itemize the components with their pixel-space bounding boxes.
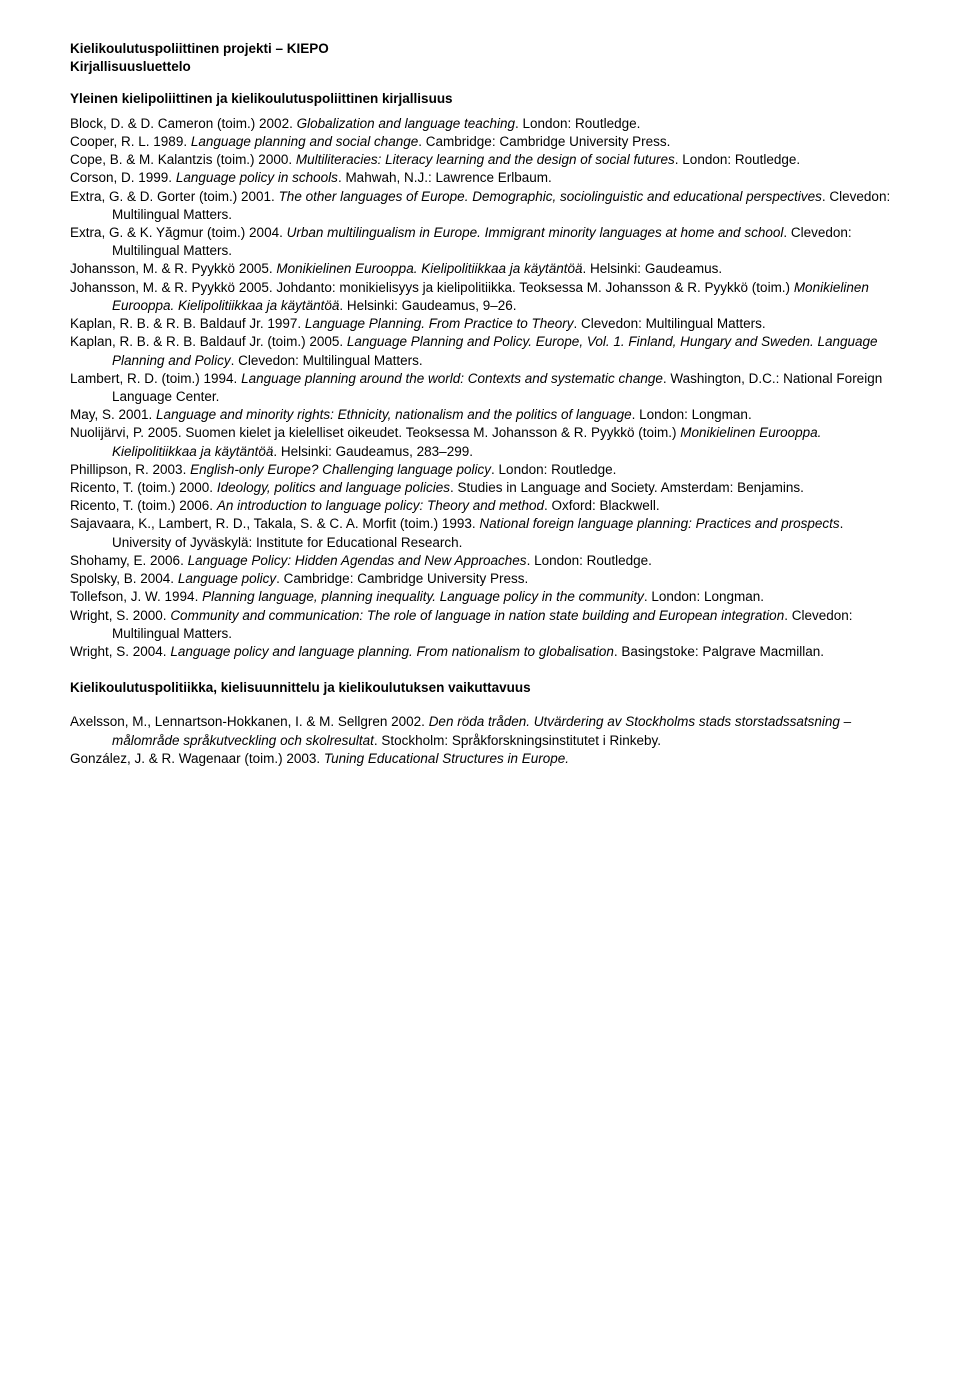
bibliography-entry: Ricento, T. (toim.) 2000. Ideology, poli… (70, 479, 900, 497)
bibliography-entry: Wright, S. 2004. Language policy and lan… (70, 643, 900, 661)
entry-pre: Spolsky, B. 2004. (70, 571, 178, 586)
entry-post: . London: Routledge. (515, 116, 640, 131)
doc-subtitle: Kirjallisuusluettelo (70, 58, 900, 76)
bibliography-entry: Ricento, T. (toim.) 2006. An introductio… (70, 497, 900, 515)
entry-title: Planning language, planning inequality. … (202, 589, 644, 604)
entry-title: Language policy in schools (176, 170, 338, 185)
entry-post: . London: Routledge. (491, 462, 616, 477)
entry-pre: Nuolijärvi, P. 2005. Suomen kielet ja ki… (70, 425, 680, 440)
entry-pre: Johansson, M. & R. Pyykkö 2005. Johdanto… (70, 280, 794, 295)
entry-title: Urban multilingualism in Europe. Immigra… (287, 225, 784, 240)
entry-pre: Wright, S. 2000. (70, 608, 170, 623)
bibliography-entry: May, S. 2001. Language and minority righ… (70, 406, 900, 424)
entry-post: . Stockholm: Språkforskningsinstitutet i… (374, 733, 661, 748)
bibliography-entry: Nuolijärvi, P. 2005. Suomen kielet ja ki… (70, 424, 900, 460)
entry-title: Ideology, politics and language policies (217, 480, 450, 495)
entry-pre: Ricento, T. (toim.) 2000. (70, 480, 217, 495)
entry-post: . London: Routledge. (675, 152, 800, 167)
entry-post: . Helsinki: Gaudeamus. (583, 261, 723, 276)
bibliography-entry: Johansson, M. & R. Pyykkö 2005. Johdanto… (70, 279, 900, 315)
bibliography-entry: González, J. & R. Wagenaar (toim.) 2003.… (70, 750, 900, 768)
entry-pre: Extra, G. & D. Gorter (toim.) 2001. (70, 189, 279, 204)
entry-title: English-only Europe? Challenging languag… (190, 462, 491, 477)
entry-pre: Johansson, M. & R. Pyykkö 2005. (70, 261, 276, 276)
entry-pre: Cooper, R. L. 1989. (70, 134, 191, 149)
entry-title: Language and minority rights: Ethnicity,… (156, 407, 632, 422)
bibliography-entry: Kaplan, R. B. & R. B. Baldauf Jr. (toim.… (70, 333, 900, 369)
entry-pre: Axelsson, M., Lennartson-Hokkanen, I. & … (70, 714, 429, 729)
entry-title: Language Policy: Hidden Agendas and New … (188, 553, 527, 568)
entry-pre: Lambert, R. D. (toim.) 1994. (70, 371, 241, 386)
entry-post: . Oxford: Blackwell. (544, 498, 660, 513)
bibliography-entry: Block, D. & D. Cameron (toim.) 2002. Glo… (70, 115, 900, 133)
entry-post: . Studies in Language and Society. Amste… (450, 480, 804, 495)
entry-title: National foreign language planning: Prac… (479, 516, 839, 531)
entry-title: Multiliteracies: Literacy learning and t… (296, 152, 675, 167)
entry-title: An introduction to language policy: Theo… (217, 498, 544, 513)
entry-title: Globalization and language teaching (297, 116, 515, 131)
bibliography-entry: Spolsky, B. 2004. Language policy. Cambr… (70, 570, 900, 588)
entry-pre: Corson, D. 1999. (70, 170, 176, 185)
section2-heading: Kielikoulutuspolitiikka, kielisuunnittel… (70, 679, 900, 697)
entry-post: . Helsinki: Gaudeamus, 9–26. (339, 298, 516, 313)
entry-post: . Cambridge: Cambridge University Press. (418, 134, 670, 149)
bibliography-entry: Shohamy, E. 2006. Language Policy: Hidde… (70, 552, 900, 570)
bibliography-entry: Lambert, R. D. (toim.) 1994. Language pl… (70, 370, 900, 406)
entry-pre: Extra, G. & K. Yăgmur (toim.) 2004. (70, 225, 287, 240)
entry-pre: Ricento, T. (toim.) 2006. (70, 498, 217, 513)
bibliography-entry: Johansson, M. & R. Pyykkö 2005. Monikiel… (70, 260, 900, 278)
doc-title: Kielikoulutuspoliittinen projekti – KIEP… (70, 40, 900, 58)
entry-post: . Mahwah, N.J.: Lawrence Erlbaum. (338, 170, 552, 185)
entry-title: Language planning around the world: Cont… (241, 371, 663, 386)
entry-title: Tuning Educational Structures in Europe. (324, 751, 569, 766)
bibliography-entry: Kaplan, R. B. & R. B. Baldauf Jr. 1997. … (70, 315, 900, 333)
bibliography-entry: Phillipson, R. 2003. English-only Europe… (70, 461, 900, 479)
bibliography-entry: Cope, B. & M. Kalantzis (toim.) 2000. Mu… (70, 151, 900, 169)
bibliography-entry: Axelsson, M., Lennartson-Hokkanen, I. & … (70, 713, 900, 749)
entry-title: Language planning and social change (191, 134, 418, 149)
section1-heading: Yleinen kielipoliittinen ja kielikoulutu… (70, 90, 900, 108)
bibliography-entry: Sajavaara, K., Lambert, R. D., Takala, S… (70, 515, 900, 551)
entry-post: . London: Longman. (632, 407, 752, 422)
entry-pre: Shohamy, E. 2006. (70, 553, 188, 568)
entry-pre: Block, D. & D. Cameron (toim.) 2002. (70, 116, 297, 131)
section1-entries: Block, D. & D. Cameron (toim.) 2002. Glo… (70, 115, 900, 662)
entry-pre: Phillipson, R. 2003. (70, 462, 190, 477)
entry-pre: Cope, B. & M. Kalantzis (toim.) 2000. (70, 152, 296, 167)
entry-title: Language Planning. From Practice to Theo… (305, 316, 574, 331)
entry-post: . Basingstoke: Palgrave Macmillan. (614, 644, 824, 659)
entry-post: . London: Longman. (644, 589, 764, 604)
bibliography-entry: Cooper, R. L. 1989. Language planning an… (70, 133, 900, 151)
entry-title: Language policy (178, 571, 276, 586)
entry-post: . Clevedon: Multilingual Matters. (574, 316, 766, 331)
entry-pre: Sajavaara, K., Lambert, R. D., Takala, S… (70, 516, 479, 531)
entry-post: . London: Routledge. (527, 553, 652, 568)
bibliography-entry: Tollefson, J. W. 1994. Planning language… (70, 588, 900, 606)
entry-pre: Wright, S. 2004. (70, 644, 170, 659)
entry-title: The other languages of Europe. Demograph… (279, 189, 822, 204)
entry-title: Language policy and language planning. F… (170, 644, 614, 659)
bibliography-entry: Corson, D. 1999. Language policy in scho… (70, 169, 900, 187)
entry-title: Monikielinen Eurooppa. Kielipolitiikkaa … (276, 261, 582, 276)
entry-post: . Helsinki: Gaudeamus, 283–299. (273, 444, 473, 459)
bibliography-entry: Wright, S. 2000. Community and communica… (70, 607, 900, 643)
entry-title: Community and communication: The role of… (170, 608, 784, 623)
entry-pre: González, J. & R. Wagenaar (toim.) 2003. (70, 751, 324, 766)
entry-pre: Kaplan, R. B. & R. B. Baldauf Jr. 1997. (70, 316, 305, 331)
entry-post: . Clevedon: Multilingual Matters. (231, 353, 423, 368)
bibliography-entry: Extra, G. & D. Gorter (toim.) 2001. The … (70, 188, 900, 224)
bibliography-entry: Extra, G. & K. Yăgmur (toim.) 2004. Urba… (70, 224, 900, 260)
entry-post: . Cambridge: Cambridge University Press. (276, 571, 528, 586)
section2-entries: Axelsson, M., Lennartson-Hokkanen, I. & … (70, 713, 900, 768)
entry-pre: Tollefson, J. W. 1994. (70, 589, 202, 604)
entry-pre: May, S. 2001. (70, 407, 156, 422)
entry-pre: Kaplan, R. B. & R. B. Baldauf Jr. (toim.… (70, 334, 347, 349)
